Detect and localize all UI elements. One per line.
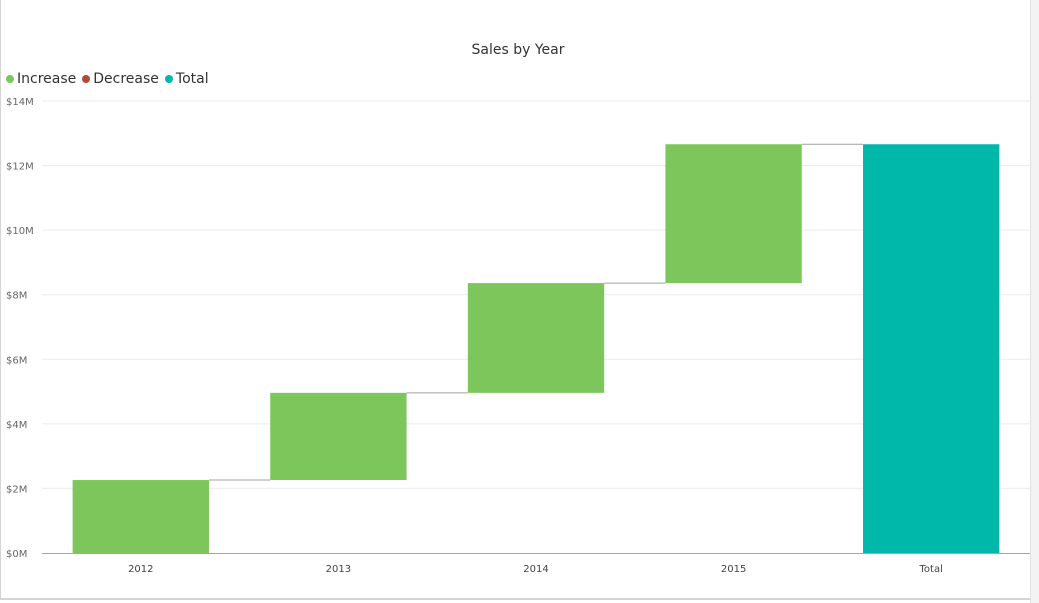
y-tick-label: $14M xyxy=(6,97,34,108)
bar-total[interactable] xyxy=(863,144,1000,553)
bar-2015[interactable] xyxy=(665,144,802,284)
x-tick-label: 2012 xyxy=(128,564,153,575)
legend-label-total: Total xyxy=(175,71,209,87)
y-axis: $0M $2M $4M $6M $8M $10M $12M $14M xyxy=(6,97,34,560)
legend-marker-increase xyxy=(6,75,14,83)
chart-title: Sales by Year xyxy=(471,42,565,58)
x-tick-label: 2013 xyxy=(326,564,351,575)
bar-2014[interactable] xyxy=(467,283,605,393)
legend-label-increase: Increase xyxy=(17,71,77,87)
legend-item-decrease[interactable]: Decrease xyxy=(82,71,159,87)
x-tick-label: 2014 xyxy=(523,564,548,575)
legend-marker-decrease xyxy=(82,75,91,83)
bar-2012[interactable] xyxy=(72,480,209,553)
connectors xyxy=(208,143,864,481)
y-tick-label: $10M xyxy=(6,226,34,237)
legend: Increase Decrease Total xyxy=(6,71,215,87)
legend-marker-total xyxy=(164,75,173,83)
scroll-edge xyxy=(1030,0,1039,603)
y-tick-label: $6M xyxy=(6,355,27,366)
legend-item-increase[interactable]: Increase xyxy=(6,71,76,87)
y-tick-label: $2M xyxy=(6,484,27,495)
bars xyxy=(72,144,1000,553)
bar-2013[interactable] xyxy=(270,392,407,481)
y-tick-label: $4M xyxy=(6,420,27,431)
legend-label-decrease: Decrease xyxy=(93,71,159,87)
y-tick-label: $8M xyxy=(6,291,27,302)
y-tick-label: $0M xyxy=(6,549,27,560)
legend-item-total[interactable]: Total xyxy=(164,71,209,87)
x-axis: 2012 2013 2014 2015 Total xyxy=(42,553,1030,575)
y-tick-label: $12M xyxy=(6,162,34,173)
x-tick-label: 2015 xyxy=(721,564,746,575)
x-tick-label: Total xyxy=(919,564,943,575)
